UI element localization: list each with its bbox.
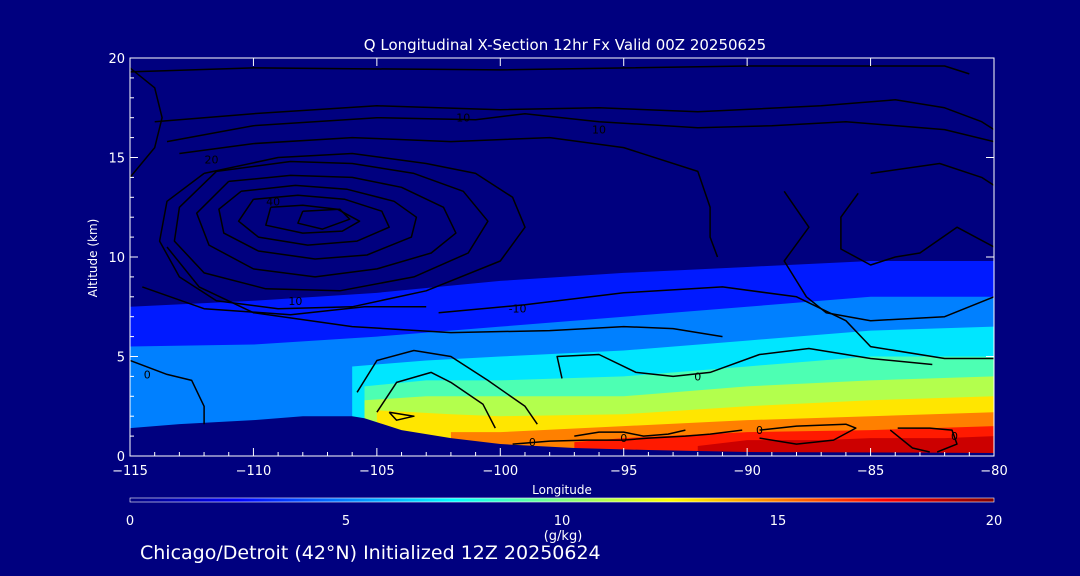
terrain	[130, 416, 994, 456]
contour-label-24: 0	[620, 432, 627, 445]
contour-line-19	[556, 347, 933, 379]
colorbar-ticks: 0 5 10 15 20	[126, 514, 1002, 529]
colorbar	[129, 497, 995, 503]
y-tick-label-4: 20	[108, 52, 125, 67]
contour-line-20	[356, 349, 538, 425]
contour-line-24	[574, 429, 686, 437]
colorbar-tick-label-0: 0	[126, 514, 134, 529]
footer-caption: Chicago/Detroit (42°N) Initialized 12Z 2…	[140, 542, 601, 564]
contour-line-16	[870, 162, 994, 187]
chart-title: Q Longitudinal X-Section 12hr Fx Valid 0…	[364, 36, 766, 54]
colorbar-tick-label-4: 20	[986, 514, 1003, 529]
contour-line-23	[512, 429, 743, 445]
contour-line-6	[158, 152, 526, 310]
y-tick-label-2: 10	[108, 251, 125, 266]
y-axis: 0 5 10 15 20	[108, 52, 994, 465]
contour-lines: 0 10 10 20 40 -10 10 0 0 0 0 0	[130, 65, 994, 453]
contour-line-12	[297, 208, 351, 230]
contour-label-15: 10	[288, 295, 302, 308]
contour-label-4: 10	[456, 112, 470, 125]
contour-line-2	[130, 65, 970, 75]
contour-line-5	[179, 136, 719, 258]
y-tick-label-1: 5	[117, 351, 125, 366]
contour-line-13	[166, 246, 723, 338]
contour-label-14: -10	[509, 303, 527, 316]
y-axis-label: Altitude (km)	[86, 219, 100, 298]
contour-line-27	[889, 429, 930, 453]
contour-label-26: 0	[951, 430, 958, 443]
x-tick-label-3: −100	[482, 464, 518, 479]
contour-line-26	[897, 427, 958, 453]
x-axis-label: Longitude	[532, 483, 592, 497]
contour-line-9	[218, 184, 418, 260]
contour-label-11: 40	[266, 195, 280, 208]
y-tick-label-3: 15	[108, 152, 125, 167]
contour-line-1	[130, 67, 163, 178]
contour-line-22	[388, 411, 415, 421]
contour-line-4	[166, 112, 994, 143]
contour-line-25	[759, 423, 857, 445]
contour-line-10	[237, 194, 390, 246]
y-tick-label-0: 0	[117, 450, 125, 465]
contour-line-18	[840, 192, 994, 266]
contour-line-3	[154, 99, 994, 131]
contour-label-19: 0	[694, 370, 701, 383]
contour-line-8	[195, 174, 457, 278]
x-tick-label-2: −105	[359, 464, 395, 479]
contour-line-11	[265, 204, 361, 234]
x-tick-label-7: −80	[980, 464, 1007, 479]
contour-line-21	[376, 371, 496, 429]
x-tick-label-0: −115	[112, 464, 148, 479]
contour-label-0: 0	[144, 368, 151, 381]
colorbar-tick-label-1: 5	[342, 514, 350, 529]
contour-line-7	[173, 160, 489, 292]
contour-line-15	[142, 286, 427, 316]
colorbar-tick-label-2: 10	[554, 514, 571, 529]
x-tick-label-5: −90	[733, 464, 760, 479]
contour-label-25: 0	[756, 424, 763, 437]
contour-label-23: 0	[529, 436, 536, 449]
x-axis: −115 −110 −105 −100 −95 −90 −85 −80	[112, 58, 1008, 479]
x-tick-label-4: −95	[610, 464, 637, 479]
contour-label-7: 20	[204, 153, 218, 166]
colorbar-label: (g/kg)	[544, 529, 583, 544]
moisture-band-8	[697, 436, 994, 456]
contour-line-0	[130, 359, 205, 425]
contour-line-17	[783, 190, 994, 322]
contour-line-14	[438, 286, 994, 360]
colorbar-tick-label-3: 15	[770, 514, 787, 529]
x-tick-label-6: −85	[857, 464, 884, 479]
x-tick-label-1: −110	[236, 464, 272, 479]
contour-label-5: 10	[592, 124, 606, 137]
